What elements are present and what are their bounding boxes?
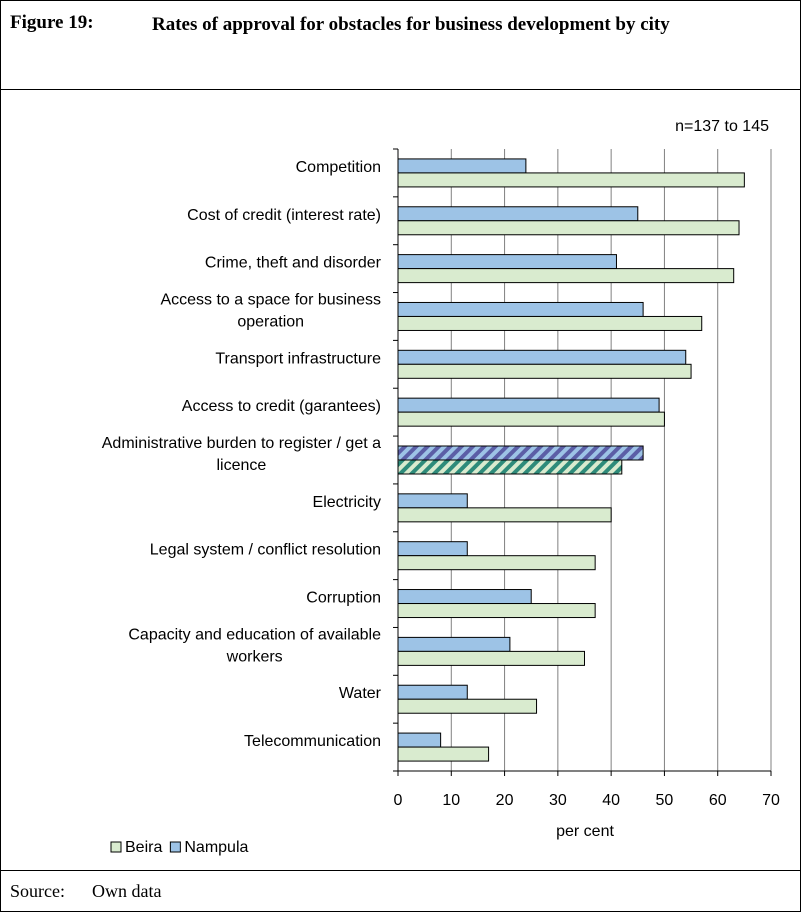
category-label-11: Water [339,685,382,702]
x-tick-label-20: 20 [496,792,514,809]
bar-nampula-3 [397,301,644,317]
bar-nampula-7 [397,493,468,509]
x-tick-label-70: 70 [762,792,780,809]
sample-size-annotation: n=137 to 145 [675,118,769,135]
x-axis-title: per cent [556,823,614,840]
category-label-4: Transport infrastructure [215,350,381,367]
legend-label-beira: Beira [125,839,162,856]
figure-header: Figure 19: Rates of approval for obstacl… [0,0,801,90]
legend: Beira Nampula [110,839,248,856]
category-label-1: Cost of credit (interest rate) [187,207,381,224]
bar-beira-5 [397,411,665,427]
source-text: Own data [92,881,162,901]
source-label: Source: [10,881,65,901]
bar-chart: n=137 to 145 Competition Cost of credit (… [102,118,780,856]
bar-nampula-8 [397,541,468,557]
bar-beira-2 [397,268,735,284]
category-label-5: Access to credit (garantees) [182,398,381,415]
bar-nampula-6 [397,445,644,461]
bar-beira-0 [397,172,745,188]
bar-nampula-5 [397,397,660,413]
category-label-10-line-0: Capacity and education of available [128,626,381,643]
bar-nampula-2 [397,254,617,270]
legend-swatch-nampula [169,841,181,853]
category-label-12: Telecommunication [244,733,381,750]
bar-beira-11 [397,698,538,714]
x-tick-label-40: 40 [602,792,620,809]
bar-beira-1 [397,220,740,236]
category-label-9: Corruption [306,590,381,607]
bar-beira-10 [397,650,585,666]
category-label-3-line-1: operation [237,313,304,330]
bar-nampula-4 [397,349,687,365]
category-label-2: Crime, theft and disorder [205,255,382,272]
x-tick-label-0: 0 [394,792,403,809]
bar-nampula-10 [397,636,511,652]
x-tick-label-50: 50 [656,792,674,809]
bar-beira-8 [397,555,596,571]
category-label-10-line-1: workers [226,648,283,665]
category-label-6-line-1: licence [216,457,266,474]
bar-beira-6 [397,459,623,475]
category-label-6-line-0: Administrative burden to register / get … [102,435,381,452]
bar-nampula-0 [397,158,527,174]
legend-label-nampula: Nampula [184,839,248,856]
x-tick-label-10: 10 [442,792,460,809]
bar-beira-12 [397,746,490,762]
figure-number: Figure 19: [10,12,94,33]
bar-nampula-12 [397,732,442,748]
figure-title: Rates of approval for obstacles for busi… [152,14,670,35]
bar-nampula-9 [397,589,532,605]
bar-beira-9 [397,603,596,619]
bar-beira-7 [397,507,612,523]
category-label-0: Competition [296,159,381,176]
category-label-8: Legal system / conflict resolution [150,542,381,559]
figure-source: Source: Own data [0,870,801,912]
bar-beira-4 [397,363,692,379]
category-label-7: Electricity [313,494,381,511]
x-tick-label-30: 30 [549,792,567,809]
category-label-3-line-0: Access to a space for business [160,291,381,308]
bar-nampula-1 [397,206,639,222]
bar-nampula-11 [397,684,468,700]
bar-beira-3 [397,315,703,331]
legend-swatch-beira [110,841,122,853]
x-tick-label-60: 60 [709,792,727,809]
